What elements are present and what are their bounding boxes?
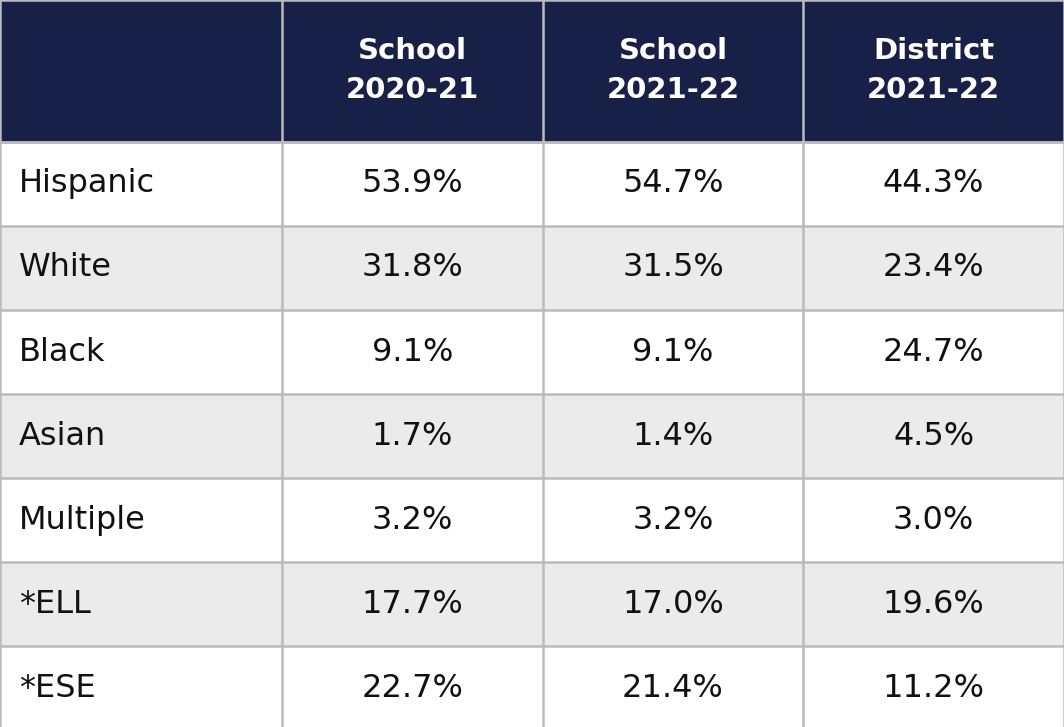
- Text: 4.5%: 4.5%: [893, 421, 975, 451]
- Bar: [543, 646, 803, 727]
- Text: Black: Black: [19, 337, 105, 368]
- Text: 44.3%: 44.3%: [883, 169, 984, 199]
- Text: 22.7%: 22.7%: [362, 673, 463, 704]
- Text: 3.2%: 3.2%: [371, 505, 453, 536]
- Bar: [282, 142, 543, 226]
- Bar: [543, 563, 803, 646]
- Text: District
2021-22: District 2021-22: [867, 37, 1000, 105]
- Text: 9.1%: 9.1%: [371, 337, 453, 368]
- Text: 53.9%: 53.9%: [362, 169, 463, 199]
- Text: Hispanic: Hispanic: [19, 169, 155, 199]
- Bar: [803, 226, 1064, 310]
- Text: School
2020-21: School 2020-21: [346, 37, 479, 105]
- Text: 31.5%: 31.5%: [622, 252, 724, 284]
- Text: White: White: [19, 252, 112, 284]
- Text: 1.4%: 1.4%: [632, 421, 714, 451]
- Text: 21.4%: 21.4%: [622, 673, 724, 704]
- Bar: [0, 394, 282, 478]
- Text: Multiple: Multiple: [19, 505, 146, 536]
- Bar: [282, 226, 543, 310]
- Bar: [0, 478, 282, 563]
- Bar: [543, 142, 803, 226]
- Bar: [282, 646, 543, 727]
- Text: School
2021-22: School 2021-22: [606, 37, 739, 105]
- Bar: [0, 310, 282, 394]
- Text: 31.8%: 31.8%: [362, 252, 463, 284]
- Bar: [803, 478, 1064, 563]
- Bar: [803, 394, 1064, 478]
- Bar: [282, 310, 543, 394]
- Bar: [543, 310, 803, 394]
- Bar: [803, 0, 1064, 142]
- Text: 11.2%: 11.2%: [883, 673, 984, 704]
- Text: 54.7%: 54.7%: [622, 169, 724, 199]
- Text: Asian: Asian: [19, 421, 106, 451]
- Bar: [0, 142, 282, 226]
- Bar: [0, 563, 282, 646]
- Text: 19.6%: 19.6%: [883, 589, 984, 620]
- Bar: [803, 142, 1064, 226]
- Text: 17.0%: 17.0%: [622, 589, 724, 620]
- Bar: [803, 646, 1064, 727]
- Bar: [282, 0, 543, 142]
- Bar: [0, 646, 282, 727]
- Bar: [282, 394, 543, 478]
- Bar: [282, 563, 543, 646]
- Bar: [803, 310, 1064, 394]
- Bar: [543, 394, 803, 478]
- Bar: [543, 226, 803, 310]
- Bar: [543, 0, 803, 142]
- Text: *ELL: *ELL: [19, 589, 90, 620]
- Bar: [282, 478, 543, 563]
- Bar: [0, 226, 282, 310]
- Bar: [543, 478, 803, 563]
- Text: 1.7%: 1.7%: [371, 421, 453, 451]
- Text: 24.7%: 24.7%: [883, 337, 984, 368]
- Text: 23.4%: 23.4%: [883, 252, 984, 284]
- Text: 9.1%: 9.1%: [632, 337, 714, 368]
- Text: *ESE: *ESE: [19, 673, 96, 704]
- Text: 3.2%: 3.2%: [632, 505, 714, 536]
- Bar: [803, 563, 1064, 646]
- Bar: [0, 0, 282, 142]
- Text: 3.0%: 3.0%: [893, 505, 975, 536]
- Text: 17.7%: 17.7%: [362, 589, 463, 620]
